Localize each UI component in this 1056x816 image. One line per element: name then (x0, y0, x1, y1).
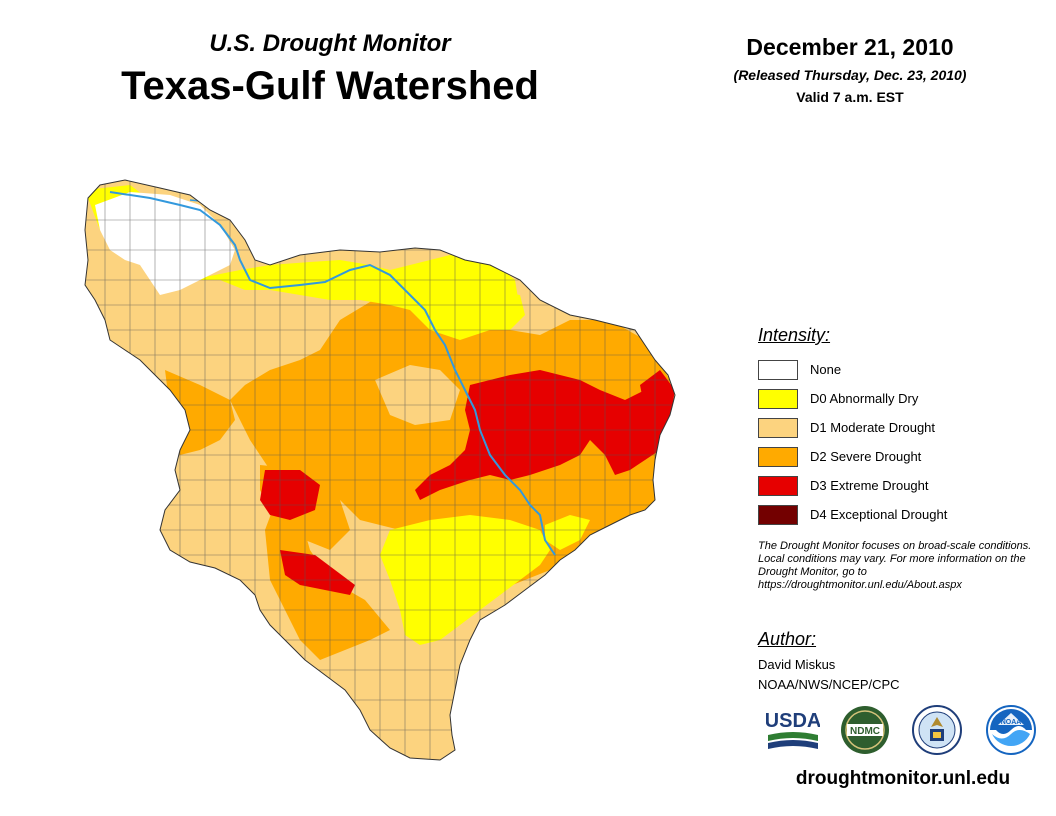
ndmc-logo[interactable]: NDMC (840, 705, 890, 755)
brazos-river (109, 191, 556, 556)
d0-region-coast-east (545, 515, 590, 550)
monitor-url[interactable]: droughtmonitor.unl.edu (795, 768, 1011, 789)
valid-time: Valid 7 a.m. EST (796, 89, 904, 105)
usda-logo-text: USDA (766, 710, 820, 732)
legend: None D0 Abnormally Dry D1 Moderate Droug… (758, 355, 947, 529)
watershed-boundary (84, 179, 676, 761)
legend-swatch (758, 475, 798, 496)
agency-logos: USDA NDMC NOAA (758, 705, 1048, 760)
brand-title: U.S. Drought Monitor (209, 30, 451, 57)
author-name: David Miskus (758, 657, 836, 672)
d3-region-east (415, 370, 670, 500)
legend-swatch (758, 359, 798, 380)
commerce-seal[interactable] (912, 705, 962, 755)
d3-region-northeast (640, 370, 675, 460)
legend-item-d3: D3 Extreme Drought (758, 471, 947, 500)
noaa-logo-text: NOAA (1001, 719, 1022, 726)
map-date: December 21, 2010 (746, 34, 954, 60)
legend-swatch (758, 446, 798, 467)
legend-item-d4: D4 Exceptional Drought (758, 500, 947, 529)
d3-region-southwest (280, 550, 355, 595)
legend-label: D0 Abnormally Dry (810, 391, 919, 406)
noaa-logo[interactable]: NOAA (986, 705, 1036, 755)
legend-swatch (758, 417, 798, 438)
d0-region-panhandle (85, 185, 520, 340)
legend-item-d0: D0 Abnormally Dry (758, 384, 947, 413)
legend-title: Intensity: (758, 325, 831, 345)
legend-label: D1 Moderate Drought (810, 420, 936, 435)
legend-label: D3 Extreme Drought (810, 478, 929, 493)
map-title: Texas-Gulf Watershed (121, 64, 539, 108)
legend-label: None (810, 362, 842, 377)
legend-item-none: None (758, 355, 947, 384)
legend-swatch (758, 504, 798, 525)
release-date: (Released Thursday, Dec. 23, 2010) (733, 67, 967, 83)
author-title: Author: (758, 629, 817, 649)
usda-logo[interactable]: USDA (766, 705, 820, 751)
disclaimer-note: The Drought Monitor focuses on broad-sca… (758, 540, 1032, 591)
author-org: NOAA/NWS/NCEP/CPC (758, 677, 900, 692)
legend-item-d2: D2 Severe Drought (758, 442, 947, 471)
drought-map (84, 179, 676, 761)
legend-label: D4 Exceptional Drought (810, 507, 948, 522)
legend-label: D2 Severe Drought (810, 449, 922, 464)
legend-swatch (758, 388, 798, 409)
ndmc-logo-text: NDMC (850, 726, 880, 737)
legend-item-d1: D1 Moderate Drought (758, 413, 947, 442)
